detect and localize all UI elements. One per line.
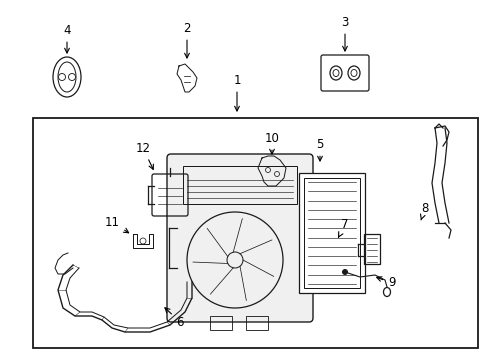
Text: 10: 10 — [264, 131, 279, 154]
Ellipse shape — [329, 66, 341, 80]
Text: 8: 8 — [420, 202, 428, 220]
Text: 2: 2 — [183, 22, 190, 58]
Text: 1: 1 — [233, 73, 240, 111]
Bar — [298, 173, 364, 293]
Bar — [363, 234, 379, 264]
Ellipse shape — [350, 69, 356, 77]
FancyBboxPatch shape — [167, 154, 312, 322]
Text: 3: 3 — [341, 15, 348, 51]
Ellipse shape — [59, 73, 65, 81]
Ellipse shape — [68, 73, 75, 81]
Ellipse shape — [332, 69, 338, 77]
Text: 6: 6 — [164, 308, 183, 328]
Ellipse shape — [342, 270, 347, 274]
Bar — [183, 166, 296, 204]
FancyBboxPatch shape — [320, 55, 368, 91]
Text: 9: 9 — [376, 276, 395, 289]
Bar — [245, 316, 267, 330]
Text: 7: 7 — [338, 219, 348, 237]
Bar — [209, 316, 231, 330]
Bar — [304, 178, 359, 288]
Ellipse shape — [58, 62, 76, 92]
Ellipse shape — [347, 66, 359, 80]
Ellipse shape — [53, 57, 81, 97]
Bar — [33, 118, 477, 348]
Text: 5: 5 — [316, 138, 323, 161]
Text: 12: 12 — [135, 141, 153, 169]
Text: 4: 4 — [63, 23, 71, 53]
Text: 11: 11 — [104, 216, 128, 233]
